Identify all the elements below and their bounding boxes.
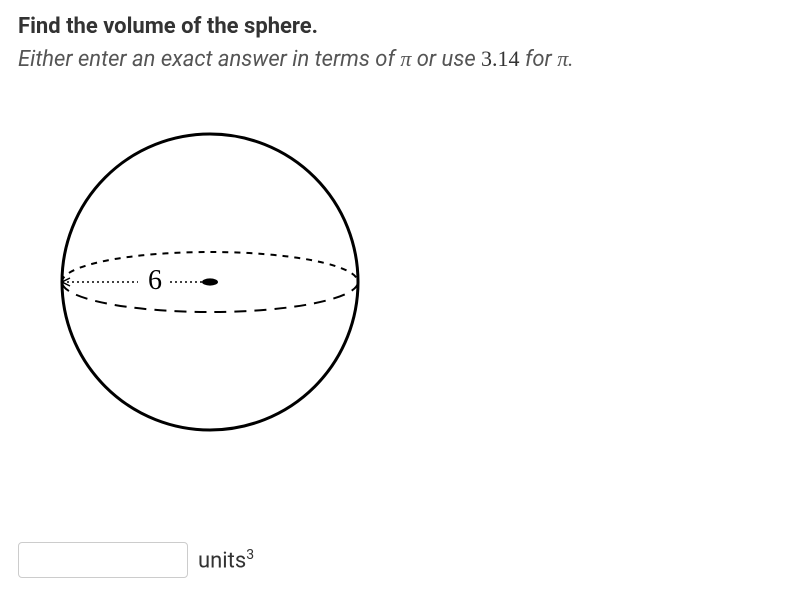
units-label: units xyxy=(198,548,246,573)
answer-input[interactable] xyxy=(18,542,188,578)
pi-value: 3.14 xyxy=(481,46,520,71)
problem-title: Find the volume of the sphere. xyxy=(18,12,782,42)
subtitle-suffix: for xyxy=(520,47,558,72)
sphere-figure: 6 xyxy=(50,122,370,442)
pi-symbol-2: π xyxy=(557,46,568,71)
radius-label: 6 xyxy=(148,265,162,297)
units-label-wrap: units3 xyxy=(198,547,254,573)
units-exponent: 3 xyxy=(246,547,254,563)
subtitle-mid: or use xyxy=(411,47,481,72)
sphere-svg xyxy=(50,122,370,442)
pi-symbol-1: π xyxy=(400,46,411,71)
subtitle-prefix: Either enter an exact answer in terms of xyxy=(18,47,400,72)
subtitle-end: . xyxy=(568,47,574,72)
problem-subtitle: Either enter an exact answer in terms of… xyxy=(18,44,782,75)
answer-row: units3 xyxy=(18,542,254,578)
